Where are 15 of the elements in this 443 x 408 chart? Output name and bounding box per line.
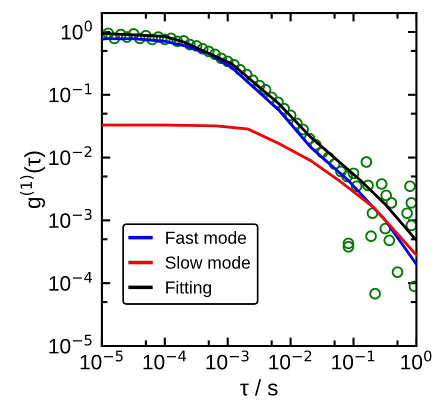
y-tick-label: 10$^{−1}$ (50, 84, 92, 102)
y-axis-title: g$^{(1)}$(τ) (20, 152, 45, 208)
y-tick-label: 10$^{−2}$ (50, 146, 92, 166)
legend-label: Fitting (166, 280, 211, 298)
y-tick-label: 10$^{−3}$ (50, 208, 92, 228)
x-tick-label: 10$^{−3}$ (206, 350, 249, 370)
legend-label: Slow mode (166, 256, 250, 269)
y-tick-label: 10$^{0}$ (62, 20, 92, 40)
x-tick-label: 10$^{−4}$ (144, 350, 186, 370)
x-tick-label: 10$^{−2}$ (269, 350, 312, 370)
x-tick-label: 10$^{−1}$ (332, 350, 374, 370)
x-tick-label: 10$^{0}$ (401, 350, 432, 370)
x-axis-title: τ / s (240, 379, 278, 396)
legend-label: Fast mode (166, 231, 246, 244)
y-tick-label: 10$^{−4}$ (50, 272, 92, 291)
